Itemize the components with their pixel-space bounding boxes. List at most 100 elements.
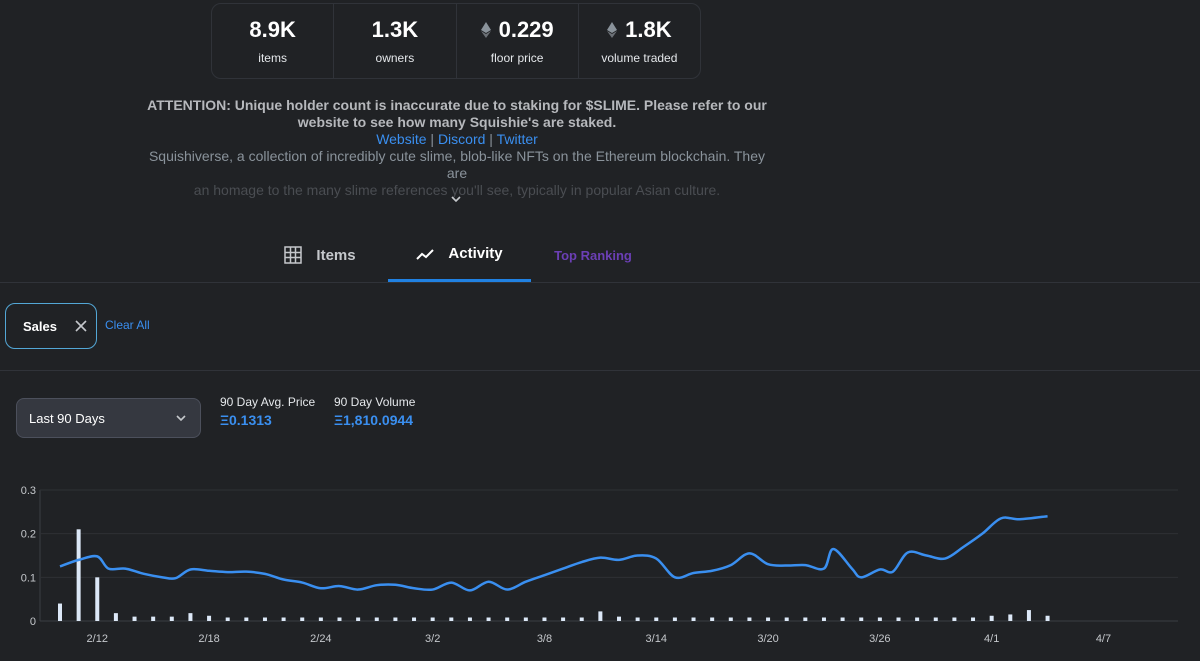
time-range-select[interactable]: Last 90 Days (16, 398, 201, 438)
x-tick-label: 3/2 (425, 633, 440, 645)
stat-owners[interactable]: 1.3K owners (334, 4, 457, 78)
volume-bar (486, 617, 491, 621)
volume-bar (318, 617, 323, 621)
volume-bar (915, 617, 920, 621)
description-line: Squishiverse, a collection of incredibly… (148, 148, 766, 181)
twitter-link[interactable]: Twitter (496, 131, 538, 147)
volume-bar (1008, 614, 1013, 621)
volume-bar (728, 617, 733, 621)
volume-bar (505, 617, 510, 621)
chevron-down-icon (176, 415, 186, 422)
avg-price-label: 90 Day Avg. Price (220, 395, 316, 409)
volume-bar (244, 617, 249, 621)
tab-activity[interactable]: Activity (388, 228, 531, 282)
volume-bar (225, 617, 230, 621)
link-separator: | (430, 131, 435, 147)
stat-volume-traded[interactable]: 1.8K volume traded (579, 4, 700, 78)
tab-top-ranking[interactable]: Top Ranking (548, 228, 638, 282)
social-links: Website | Discord | Twitter (140, 131, 774, 148)
filter-chip-label: Sales (23, 318, 57, 334)
volume-bar (803, 617, 808, 621)
volume-bar (113, 613, 118, 621)
x-tick-label: 3/14 (646, 633, 667, 645)
volume-bar (840, 617, 845, 621)
time-range-value: Last 90 Days (29, 410, 105, 426)
volume-bar (76, 529, 81, 621)
x-tick-label: 3/26 (869, 633, 890, 645)
stat-floor-price[interactable]: 0.229 floor price (457, 4, 579, 78)
volume-value: Ξ1,810.0944 (334, 412, 414, 428)
volume-bar (896, 617, 901, 621)
volume-bar (989, 615, 994, 621)
volume-bar (635, 617, 640, 621)
stat-owners-value: 1.3K (371, 17, 419, 42)
volume-bar (95, 577, 100, 621)
close-icon[interactable] (75, 320, 87, 332)
volume-bar (169, 616, 174, 621)
volume-bar (393, 617, 398, 621)
price-history-chart: 0 0.1 0.2 0.3 2/12 2/18 2/24 3/2 3/8 3/14 3/20 3/26… (21, 485, 1178, 645)
volume-bar (188, 613, 193, 621)
tab-items[interactable]: Items (270, 228, 370, 282)
volume-bar (691, 617, 696, 621)
tab-activity-label: Activity (448, 245, 503, 262)
volume-bar (561, 617, 566, 621)
stat-items-label: items (258, 51, 287, 65)
avg-price-line (59, 514, 1048, 592)
website-link[interactable]: Website (376, 131, 427, 147)
filter-chip-sales[interactable]: Sales (5, 303, 97, 349)
volume-bar (933, 617, 938, 621)
volume-bar (151, 616, 156, 621)
volume-bar (654, 617, 659, 621)
discord-link[interactable]: Discord (437, 131, 486, 147)
x-tick-label: 2/24 (310, 633, 331, 645)
volume-bar (952, 617, 957, 621)
x-tick-label: 2/18 (198, 633, 219, 645)
y-tick-label: 0.3 (21, 485, 36, 497)
tab-top-ranking-label: Top Ranking (554, 247, 632, 263)
volume-bar (672, 617, 677, 621)
volume-bar (132, 616, 137, 621)
volume-bar (1045, 615, 1050, 621)
tab-items-label: Items (316, 246, 356, 264)
collection-description: ATTENTION: Unique holder count is inaccu… (140, 97, 774, 199)
stat-volume-traded-label: volume traded (601, 51, 678, 65)
y-tick-label: 0 (30, 616, 36, 628)
collection-tabs: Items Activity Top Ranking (0, 228, 1200, 283)
description-line: an homage to the many slime references y… (193, 182, 721, 198)
volume-bar (542, 617, 547, 621)
stat-floor-price-value: 0.229 (498, 17, 554, 42)
volume-bar (971, 617, 976, 621)
volume-bar (467, 617, 472, 621)
volume-bar (598, 611, 603, 621)
volume-bar (784, 617, 789, 621)
volume-bar (1026, 610, 1031, 621)
volume-bar (281, 617, 286, 621)
link-separator: | (489, 131, 493, 147)
y-tick-label: 0.2 (21, 529, 36, 541)
volume-summary: 90 Day Volume Ξ1,810.0944 (334, 395, 415, 428)
section-divider (0, 370, 1200, 371)
grid-icon (284, 246, 303, 264)
stat-items-value: 8.9K (249, 17, 296, 42)
stat-volume-traded-value: 1.8K (625, 17, 672, 42)
volume-bar (207, 615, 212, 621)
collection-stats: 8.9K items 1.3K owners 0.229 floor price… (211, 3, 701, 79)
attention-notice: ATTENTION: Unique holder count is inaccu… (147, 97, 767, 130)
volume-bar (766, 617, 771, 621)
stat-owners-label: owners (375, 51, 415, 65)
x-tick-label: 3/20 (757, 633, 778, 645)
volume-bar (449, 617, 454, 621)
clear-all-button[interactable]: Clear All (105, 318, 150, 332)
chevron-down-icon[interactable] (449, 192, 463, 206)
stat-items[interactable]: 8.9K items (212, 4, 335, 78)
volume-bar (877, 617, 882, 621)
avg-price-summary: 90 Day Avg. Price Ξ0.1313 (220, 395, 315, 428)
volume-bar (821, 617, 826, 621)
trending-line-icon (416, 248, 435, 260)
ethereum-icon (480, 22, 491, 38)
volume-label: 90 Day Volume (334, 395, 416, 409)
x-tick-label: 4/1 (984, 633, 999, 645)
volume-bar (523, 617, 528, 621)
volume-bar (374, 617, 379, 621)
